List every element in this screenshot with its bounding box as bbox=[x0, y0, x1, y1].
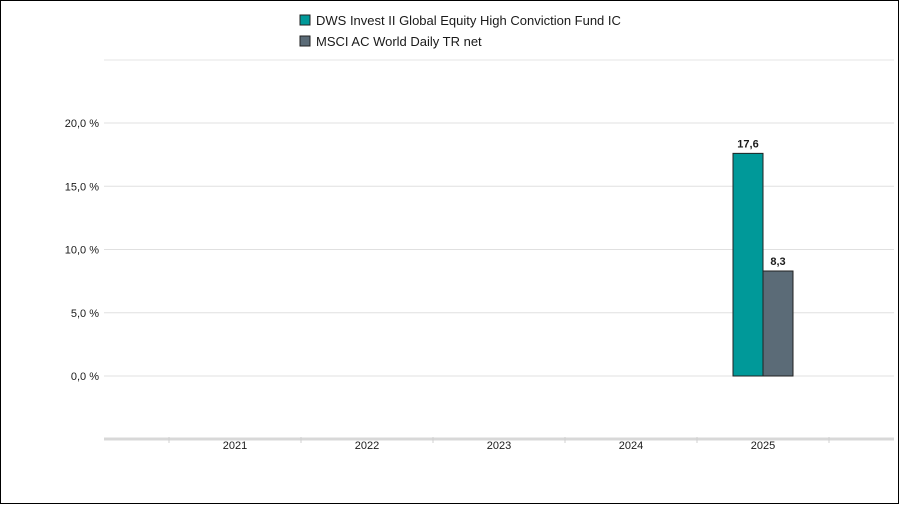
x-tick-label: 2024 bbox=[619, 440, 643, 452]
legend-label-1: MSCI AC World Daily TR net bbox=[316, 34, 482, 49]
y-axis: 0,0 % 5,0 % 10,0 % 15,0 % 20,0 % bbox=[65, 118, 99, 383]
bars bbox=[732, 152, 794, 377]
legend-swatch-0 bbox=[299, 14, 311, 26]
data-labels: 17,6 8,3 bbox=[737, 138, 785, 268]
bar-2025-1 bbox=[762, 270, 794, 377]
data-label-2025-0: 17,6 bbox=[737, 138, 758, 150]
legend-swatch-1 bbox=[299, 35, 311, 47]
y-tick-label: 15,0 % bbox=[65, 181, 99, 193]
legend-label-0: DWS Invest II Global Equity High Convict… bbox=[316, 13, 621, 28]
x-tick-label: 2022 bbox=[355, 440, 379, 452]
data-label-2025-1: 8,3 bbox=[770, 256, 785, 268]
x-tick-label: 2025 bbox=[751, 440, 775, 452]
x-axis: 2021 2022 2023 2024 2025 bbox=[104, 437, 894, 452]
y-tick-label: 10,0 % bbox=[65, 245, 99, 257]
x-tick-label: 2021 bbox=[223, 440, 247, 452]
x-tick-label: 2023 bbox=[487, 440, 511, 452]
y-tick-label: 5,0 % bbox=[71, 308, 99, 320]
grid-lines bbox=[104, 59, 894, 377]
y-tick-label: 0,0 % bbox=[71, 371, 99, 383]
y-tick-label: 20,0 % bbox=[65, 118, 99, 130]
legend: DWS Invest II Global Equity High Convict… bbox=[299, 13, 621, 49]
bar-2025-0 bbox=[732, 152, 764, 377]
